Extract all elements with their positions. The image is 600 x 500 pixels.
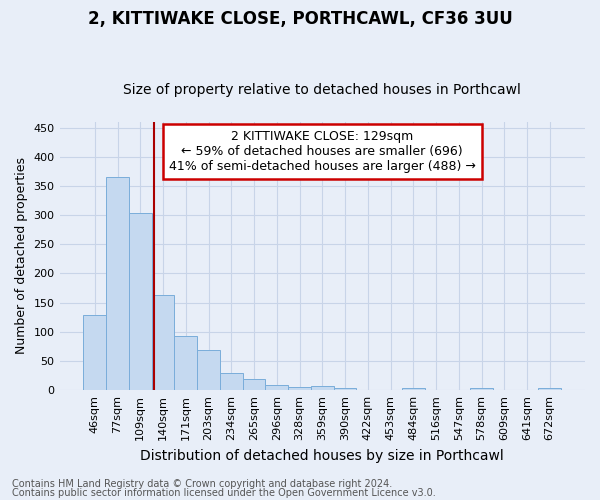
Y-axis label: Number of detached properties: Number of detached properties [15, 158, 28, 354]
Text: Contains HM Land Registry data © Crown copyright and database right 2024.: Contains HM Land Registry data © Crown c… [12, 479, 392, 489]
Bar [129, 213, 152, 390]
Text: 2 KITTIWAKE CLOSE: 129sqm
← 59% of detached houses are smaller (696)
41% of semi: 2 KITTIWAKE CLOSE: 129sqm ← 59% of detac… [169, 130, 476, 173]
Bar [470, 388, 493, 390]
Bar [538, 388, 561, 390]
Bar [402, 388, 425, 390]
Bar [220, 372, 242, 390]
Title: Size of property relative to detached houses in Porthcawl: Size of property relative to detached ho… [124, 83, 521, 97]
Bar [197, 350, 220, 390]
Bar [152, 295, 175, 390]
Bar [265, 385, 288, 390]
Bar [242, 378, 265, 390]
X-axis label: Distribution of detached houses by size in Porthcawl: Distribution of detached houses by size … [140, 448, 504, 462]
Text: Contains public sector information licensed under the Open Government Licence v3: Contains public sector information licen… [12, 488, 436, 498]
Bar [175, 336, 197, 390]
Bar [311, 386, 334, 390]
Text: 2, KITTIWAKE CLOSE, PORTHCAWL, CF36 3UU: 2, KITTIWAKE CLOSE, PORTHCAWL, CF36 3UU [88, 10, 512, 28]
Bar [288, 386, 311, 390]
Bar [334, 388, 356, 390]
Bar [106, 177, 129, 390]
Bar [83, 316, 106, 390]
